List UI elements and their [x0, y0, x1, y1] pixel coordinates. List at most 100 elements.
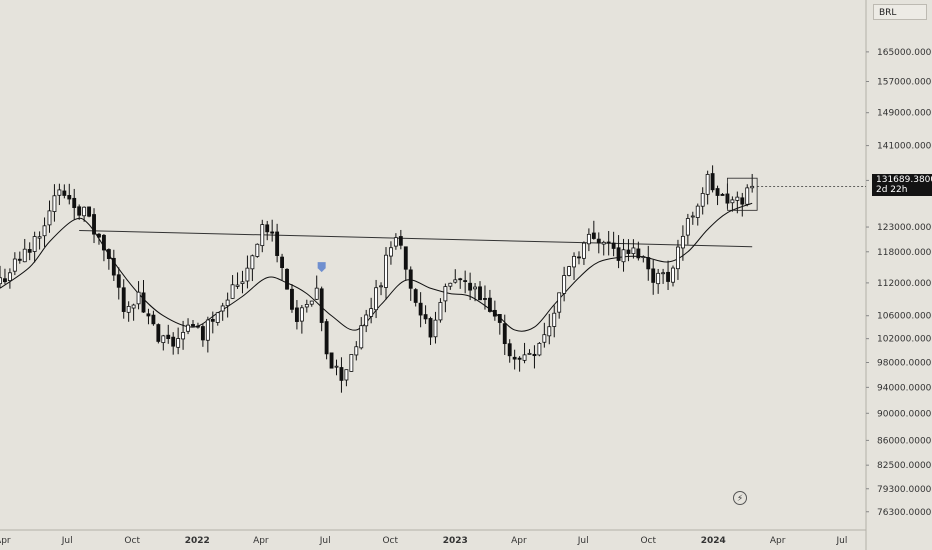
candle-body [309, 300, 314, 305]
y-tick-label: 157000.0000 [877, 78, 932, 88]
candle-body [166, 334, 171, 340]
candle-body [562, 275, 567, 294]
last-price-tag: 131689.3800 2d 22h [872, 174, 932, 196]
candle-body [379, 285, 383, 288]
candle-body [740, 197, 745, 205]
candle-body [636, 248, 641, 259]
candle-body [745, 187, 750, 205]
candle-body [245, 267, 250, 282]
candle-body [97, 233, 101, 238]
candle-body [631, 247, 636, 255]
candle-body [393, 237, 398, 247]
candle-body [324, 321, 329, 355]
candle-body [87, 206, 92, 217]
candle-body [661, 272, 666, 275]
candle-body [82, 206, 87, 217]
candle-body [290, 288, 294, 310]
candle-body [126, 306, 131, 313]
candle-body [468, 282, 473, 291]
y-tick-label: 123000.0000 [877, 223, 932, 233]
candle-body [690, 215, 695, 218]
candle-body [705, 174, 710, 195]
x-tick-label: Jul [836, 536, 848, 546]
candle-body [339, 367, 344, 381]
candle-body [62, 190, 67, 196]
candle-body [384, 254, 388, 288]
candle-body [389, 247, 393, 257]
candle-body [240, 281, 245, 284]
candle-body [141, 292, 146, 313]
x-tick-label: Apr [770, 536, 786, 546]
candle-body [463, 280, 468, 282]
candle-body [191, 324, 195, 327]
last-price-value: 131689.3800 [876, 175, 932, 185]
candle-body [136, 291, 141, 305]
candle-body [225, 299, 230, 307]
y-tick-label: 86000.0000 [877, 436, 932, 446]
trendline [79, 229, 753, 248]
candle-body [72, 197, 77, 208]
candle-body [37, 236, 42, 239]
candle-body [512, 356, 517, 360]
candle-body [156, 324, 161, 342]
candle-body [196, 325, 200, 328]
candle-body [517, 357, 522, 360]
candle-body [151, 314, 156, 325]
candle-body [364, 314, 369, 327]
candle-body [666, 271, 670, 282]
y-tick-label: 106000.0000 [877, 312, 932, 322]
candle-body [280, 256, 285, 268]
candle-body [161, 335, 166, 344]
candle-body [418, 302, 423, 316]
x-tick-label: 2022 [185, 536, 210, 546]
candle-body [577, 256, 581, 259]
range-box [727, 177, 758, 211]
y-tick-label: 82500.0000 [877, 461, 932, 471]
candle-body [413, 289, 418, 303]
candle-body [527, 352, 532, 355]
candle-body [344, 369, 349, 381]
candle-body [522, 354, 527, 361]
candle-body [676, 246, 680, 270]
candle-body [0, 277, 2, 285]
candle-body [255, 243, 260, 257]
candle-body [596, 238, 601, 244]
y-tick-label: 94000.0000 [877, 383, 932, 393]
shield-marker-icon [317, 262, 326, 273]
candle-body [260, 224, 265, 247]
candle-body [537, 342, 542, 356]
x-tick-label: Jul [577, 536, 589, 546]
candle-body [111, 257, 116, 276]
candle-body [621, 249, 626, 263]
candle-body [299, 307, 304, 322]
x-tick-label: 2024 [701, 536, 726, 546]
candle-body [52, 195, 57, 212]
candle-body [685, 218, 690, 236]
candle-body [7, 272, 12, 282]
candle-body [265, 224, 270, 233]
y-tick-label: 112000.0000 [877, 279, 932, 289]
candle-body [200, 326, 205, 341]
candle-body [22, 248, 27, 263]
candle-body [611, 242, 616, 249]
lightning-icon[interactable]: ⚡ [733, 491, 747, 505]
bar-countdown: 2d 22h [876, 185, 908, 195]
candle-body [700, 193, 705, 207]
y-tick-label: 76300.0000 [877, 508, 932, 518]
x-tick-label: Apr [0, 536, 11, 546]
candle-body [715, 188, 720, 196]
candle-body [171, 336, 176, 347]
candle-body [304, 304, 309, 308]
candle-body [369, 308, 374, 317]
candle-body [398, 236, 403, 246]
candle-body [285, 268, 289, 290]
candle-body [557, 292, 562, 313]
candle-body [671, 267, 675, 283]
candle-body [443, 286, 448, 302]
candle-body [131, 304, 136, 309]
candle-body [473, 286, 477, 290]
candle-body [547, 326, 552, 337]
candle-body [458, 278, 463, 281]
